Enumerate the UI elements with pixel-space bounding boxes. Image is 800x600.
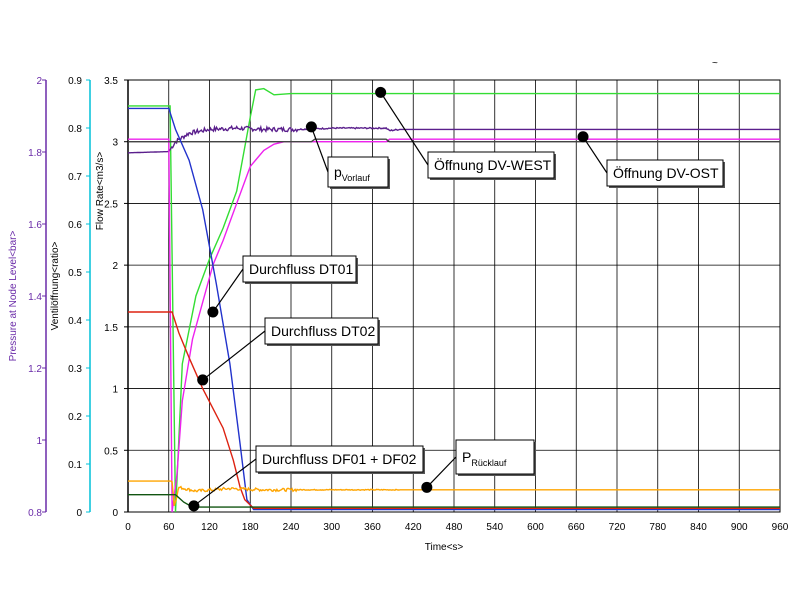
callout-label: Durchfluss DF01 + DF02: [262, 451, 417, 467]
x-tick-label: 540: [486, 522, 503, 533]
y-axis-label-flow: Flow Rate<m3/s>: [95, 152, 106, 231]
x-tick-label: 960: [772, 522, 789, 533]
y-tick-label-ratio: 0.4: [68, 316, 82, 327]
callout-leader: [582, 136, 608, 174]
callout-leader: [426, 456, 457, 488]
x-tick-label: 420: [405, 522, 422, 533]
callout-label: pVorlauf: [334, 164, 370, 183]
y-tick-label-flow: 1.5: [104, 323, 118, 334]
x-tick-label: 720: [609, 522, 626, 533]
y-tick-label-pressure: 1.6: [28, 220, 42, 231]
callout-box: [264, 317, 379, 345]
callout-box: [606, 159, 724, 187]
x-tick-label: 0: [125, 522, 131, 533]
callout-marker: [375, 86, 387, 98]
callout: PRücklauf: [421, 439, 536, 493]
callout-box: [455, 439, 535, 475]
series-orange: [128, 480, 780, 506]
y-tick-label-flow: 1: [112, 385, 118, 396]
y-tick-label-flow: 3.5: [104, 76, 118, 87]
y-tick-label-pressure: 1.8: [28, 148, 42, 159]
callout-box: [327, 156, 389, 188]
x-tick-label: 360: [364, 522, 381, 533]
y-tick-label-flow: 2: [112, 261, 118, 272]
y-tick-label-ratio: 0.5: [68, 268, 82, 279]
callout-leader: [380, 92, 429, 166]
callout: Öffnung DV-WEST: [375, 86, 556, 180]
x-tick-label: 780: [649, 522, 666, 533]
series-dark: [128, 138, 780, 143]
y-tick-label-pressure: 0.8: [28, 508, 42, 519]
callout-leader: [310, 126, 329, 173]
callout: pVorlauf: [305, 121, 390, 189]
callout-label: Öffnung DV-WEST: [434, 156, 552, 173]
callout-box: [255, 445, 424, 473]
y-tick-label-ratio: 0.1: [68, 460, 82, 471]
y-tick-label-flow: 3: [112, 138, 118, 149]
y-tick-label-ratio: 0: [76, 508, 82, 519]
y-tick-label-pressure: 2: [36, 76, 42, 87]
y-axis-label-ratio: Ventilöffnung<ratio>: [50, 241, 61, 330]
callout-marker: [305, 121, 317, 133]
callout-label: Durchfluss DT01: [249, 261, 353, 277]
callout-marker: [421, 481, 433, 493]
y-tick-label-flow: 0: [112, 508, 118, 519]
callout-label: Öffnung DV-OST: [613, 164, 719, 181]
x-tick-label: 180: [242, 522, 259, 533]
series-green: [128, 87, 780, 513]
x-tick-label: 900: [731, 522, 748, 533]
y-tick-label-ratio: 0.6: [68, 220, 82, 231]
y-tick-label-pressure: 1: [36, 436, 42, 447]
callout-label: Durchfluss DT02: [271, 323, 375, 339]
corner-text: ~: [712, 58, 718, 69]
callout: Durchfluss DF01 + DF02: [188, 445, 425, 512]
y-tick-label-ratio: 0.7: [68, 172, 82, 183]
series-magenta: [128, 138, 780, 513]
series-purple: [128, 124, 780, 154]
x-axis-label: Time<s>: [425, 542, 464, 553]
callout-marker: [577, 131, 589, 143]
series-darkgreen: [128, 494, 780, 508]
x-tick-label: 120: [201, 522, 218, 533]
callout-marker: [197, 374, 209, 386]
x-tick-label: 840: [690, 522, 707, 533]
y-tick-label-pressure: 1.2: [28, 364, 42, 375]
x-tick-label: 660: [568, 522, 585, 533]
series-red: [128, 311, 780, 509]
y-tick-label-flow: 2.5: [104, 199, 118, 210]
callout-leader: [202, 330, 266, 381]
y-tick-label-flow: 0.5: [104, 446, 118, 457]
y-axis-label-pressure: Pressure at Node Level<bar>: [8, 231, 19, 362]
callout: Durchfluss DT01: [207, 255, 358, 318]
y-tick-label-ratio: 0.2: [68, 412, 82, 423]
callout: Durchfluss DT02: [197, 317, 380, 386]
x-tick-label: 600: [527, 522, 544, 533]
y-tick-label-ratio: 0.9: [68, 76, 82, 87]
callout-marker: [188, 500, 200, 512]
callout-box: [242, 255, 357, 283]
callout-leader: [193, 458, 257, 507]
callout-leader: [212, 268, 244, 313]
callout-box: [427, 151, 555, 179]
x-tick-label: 60: [163, 522, 175, 533]
callout-marker: [207, 306, 219, 318]
x-tick-label: 300: [323, 522, 340, 533]
callout-label: PRücklauf: [462, 449, 507, 468]
x-tick-label: 480: [446, 522, 463, 533]
x-tick-label: 240: [283, 522, 300, 533]
callout: Öffnung DV-OST: [577, 131, 725, 188]
y-tick-label-ratio: 0.8: [68, 124, 82, 135]
y-tick-label-pressure: 1.4: [28, 292, 42, 303]
y-tick-label-ratio: 0.3: [68, 364, 82, 375]
